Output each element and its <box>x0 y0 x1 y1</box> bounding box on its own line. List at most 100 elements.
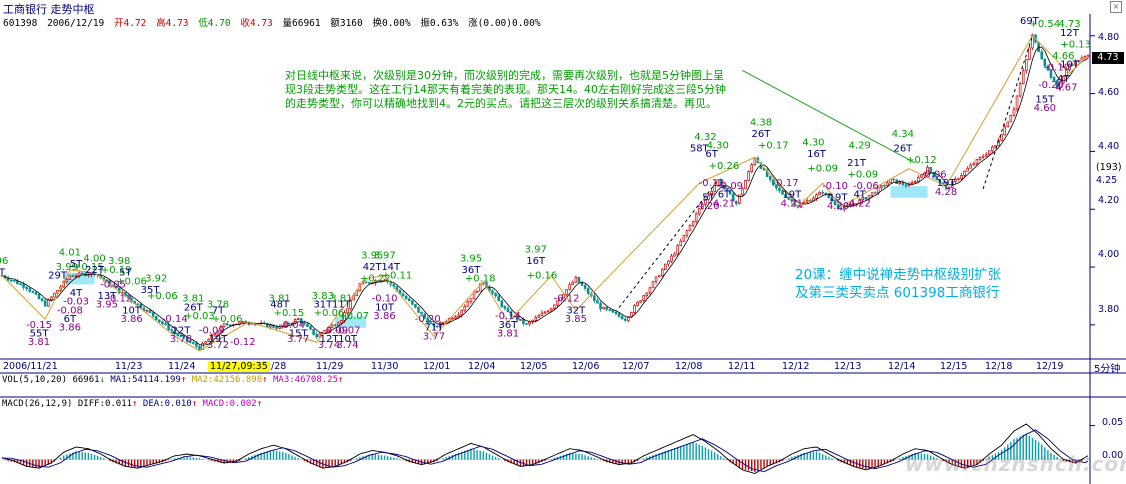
cursor-time[interactable]: 11/27,09:35 <box>208 361 270 372</box>
swing-annotation: 4.60 <box>1034 103 1056 114</box>
candle <box>275 327 278 329</box>
swing-annotation: 4.21 <box>781 198 803 209</box>
candle <box>429 322 433 325</box>
candle <box>37 293 41 300</box>
candle <box>1077 60 1081 62</box>
moving-average-line <box>1 46 1089 346</box>
macd-diff-line <box>1 423 1089 474</box>
candle <box>188 340 192 343</box>
candle <box>34 292 38 295</box>
close-icon[interactable]: × <box>1110 1 1122 13</box>
candle <box>154 315 158 321</box>
date-tick: 12/15 <box>940 361 968 372</box>
zhongshu-box <box>335 316 367 328</box>
swing-annotation: 3.97 <box>525 245 547 256</box>
candle <box>744 180 747 190</box>
candle <box>694 213 698 222</box>
candle <box>984 154 988 157</box>
candle <box>522 319 525 324</box>
date-tick: 12/06 <box>572 361 600 372</box>
candle <box>506 308 510 313</box>
candle <box>74 275 78 277</box>
candle <box>577 276 581 283</box>
candle <box>765 169 769 177</box>
swing-annotation: 4.20 <box>827 201 849 212</box>
candle <box>991 146 994 152</box>
date-tick: 12/01 <box>423 361 451 372</box>
candle <box>784 193 787 198</box>
swing-annotation: 19T <box>209 334 229 345</box>
candle <box>1040 51 1043 60</box>
swing-annotation: 42T <box>363 262 383 273</box>
candle <box>167 324 170 331</box>
candle <box>781 190 784 195</box>
candle <box>423 313 426 319</box>
candle <box>809 200 812 202</box>
candle <box>954 178 957 182</box>
swing-annotation: +0.09 <box>807 164 838 175</box>
candle <box>602 306 605 310</box>
candle <box>583 285 587 289</box>
candle <box>839 207 843 210</box>
candle <box>222 323 226 327</box>
candle <box>994 144 997 148</box>
period-selector[interactable]: 5分钟 <box>1094 364 1121 375</box>
candle <box>219 325 223 332</box>
candle <box>697 208 701 215</box>
swing-annotation: 11T <box>332 300 352 311</box>
candle <box>1068 64 1071 70</box>
swing-annotation: -0.05 <box>100 279 126 290</box>
swing-annotation: 31T <box>313 300 333 311</box>
candle <box>77 272 81 277</box>
candle <box>68 275 72 280</box>
candle <box>519 319 522 321</box>
swing-annotation: 19T <box>937 178 957 189</box>
candle <box>463 305 467 311</box>
amount-value: 额3160 <box>330 18 363 29</box>
swing-annotation: 26T <box>184 302 204 313</box>
candle <box>40 298 44 302</box>
candle <box>65 279 69 282</box>
candle <box>657 275 661 278</box>
swing-annotation: 4.66 <box>1052 51 1074 62</box>
date-tick: 12/11 <box>728 361 756 372</box>
swing-annotation: -0.14 <box>495 311 521 322</box>
macd-value: MACD:0.002 <box>202 399 257 409</box>
zhongshu-box <box>890 186 928 198</box>
swing-annotation: 4.00 <box>83 253 105 264</box>
lesson-note: 对日线中枢来说，次级别是30分钟，而次级别的完成，需要再次级别，也就是5分钟图上… <box>285 69 726 110</box>
candle <box>966 167 969 172</box>
swing-annotation: 3.86 <box>373 311 395 322</box>
swing-annotation: -0.14 <box>162 314 188 325</box>
candle <box>192 342 195 344</box>
swing-annotation: +0.15 <box>274 308 305 319</box>
candle <box>596 300 599 304</box>
candle <box>1025 59 1028 72</box>
high-price: 高4.73 <box>156 18 189 29</box>
date-tick: 12/19 <box>1036 361 1064 372</box>
candle <box>1021 70 1025 85</box>
candle <box>176 333 180 336</box>
dashed-stroke <box>618 180 719 308</box>
swing-annotation: +0.07 <box>338 311 369 322</box>
candle <box>1015 95 1019 110</box>
candle <box>340 320 343 324</box>
swing-annotation: 6T <box>705 149 718 160</box>
candle <box>562 294 565 299</box>
candle <box>957 178 960 180</box>
swing-annotation: 4.01 <box>59 247 81 258</box>
close-price: 收4.73 <box>240 18 273 29</box>
candle <box>114 285 118 289</box>
candle <box>50 296 53 301</box>
swing-annotation: -0.08 <box>57 305 83 316</box>
swing-annotation: 35T <box>141 285 161 296</box>
candle <box>963 170 966 176</box>
candle <box>670 255 673 262</box>
swing-annotation: 4.22 <box>849 198 871 209</box>
swing-annotation: +0.19 <box>101 265 132 276</box>
swing-annotation: 19T <box>782 190 802 201</box>
candle <box>842 205 846 210</box>
swing-annotation: 12T <box>1060 28 1080 39</box>
amplitude-value: 振0.63% <box>420 18 459 29</box>
